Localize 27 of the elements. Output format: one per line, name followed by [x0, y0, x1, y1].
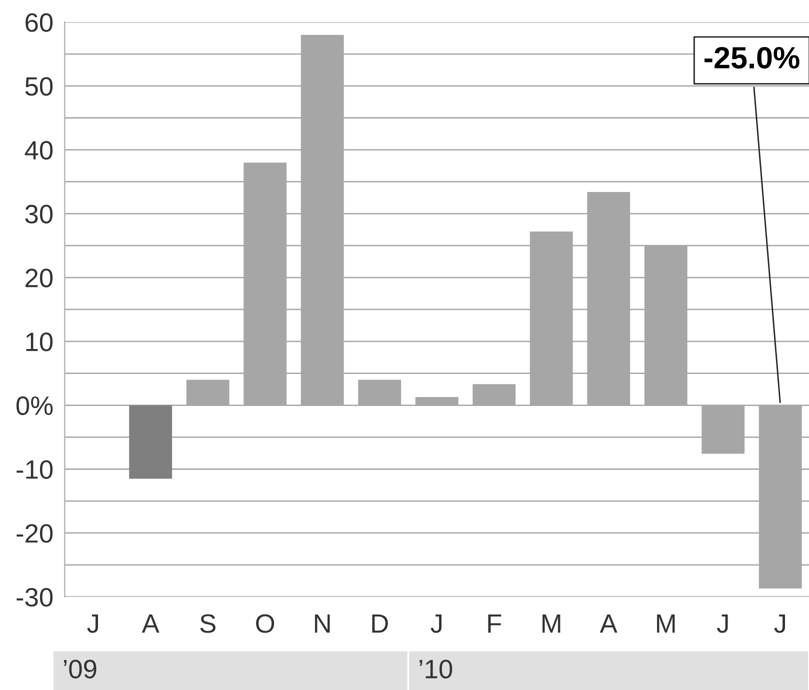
- y-tick-label: -10: [16, 460, 53, 479]
- x-tick-label: S: [200, 614, 216, 633]
- x-tick-label: J: [774, 614, 786, 633]
- x-tick-label: D: [372, 614, 388, 633]
- y-tick-label: -20: [16, 524, 53, 543]
- y-tick-label: 20: [26, 268, 53, 288]
- x-tick-label: J: [716, 614, 728, 633]
- annotation: -25.0%: [704, 46, 800, 69]
- bar: [129, 405, 172, 479]
- x-tick-label: J: [430, 614, 442, 633]
- y-tick-label: 10: [26, 332, 53, 352]
- y-tick-label: 30: [25, 204, 53, 224]
- y-tick-label: -30: [16, 588, 53, 607]
- x-tick-label: J: [87, 614, 98, 633]
- x-tick-label: M: [542, 614, 560, 633]
- x-tick-label: N: [314, 614, 330, 633]
- y-tick-label: 0%: [16, 396, 53, 416]
- x-tick-label: O: [256, 614, 274, 633]
- x-tick-label: M: [657, 614, 675, 633]
- x-tick-label: A: [600, 614, 618, 633]
- text: ’10: [420, 660, 452, 678]
- x-tick-label: A: [142, 614, 160, 633]
- y-tick-label: 60: [26, 13, 53, 32]
- text: ’09: [64, 660, 96, 678]
- y-tick-label: 40: [24, 140, 53, 160]
- x-tick-label: F: [488, 614, 502, 633]
- y-tick-label: 50: [25, 77, 53, 96]
